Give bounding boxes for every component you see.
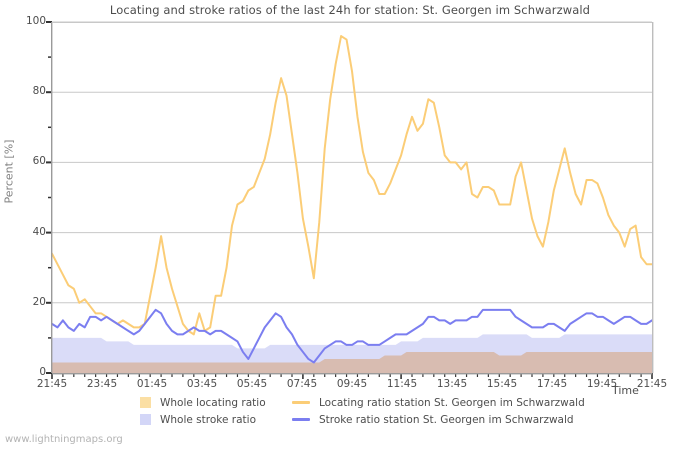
legend-label: Locating ratio station St. Georgen im Sc… [319,396,585,409]
x-tick-label: 05:45 [236,378,268,390]
x-tick-label: 15:45 [486,378,518,390]
x-axis-label: Time [612,384,639,397]
x-tick-label: 11:45 [386,378,418,390]
y-tick-label: 20 [32,295,46,308]
legend-swatch-area [140,397,151,408]
axis-ticks [46,21,653,379]
legend-row: Whole locating ratio Locating ratio stat… [140,394,680,411]
y-tick-label: 60 [32,155,46,168]
legend-swatch-line [292,401,310,404]
legend-label: Whole stroke ratio [160,413,256,426]
watermark: www.lightningmaps.org [5,434,123,445]
chart-title: Locating and stroke ratios of the last 2… [109,3,591,17]
y-axis-line [51,22,53,373]
legend-row: Whole stroke ratio Stroke ratio station … [140,411,680,428]
x-tick-label: 13:45 [436,378,468,390]
y-tick-label: 0 [39,366,46,378]
x-tick-label: 09:45 [336,378,368,390]
data-series [51,35,653,373]
chart-legend: Whole locating ratio Locating ratio stat… [140,394,680,428]
x-tick-label: 23:45 [86,378,118,390]
x-tick-label: 21:45 [636,378,668,390]
x-tick-label: 19:45 [586,378,618,390]
legend-item-whole-stroke-ratio[interactable]: Whole stroke ratio [140,414,292,426]
x-tick-label: 03:45 [186,378,218,390]
x-tick-label: 17:45 [536,378,568,390]
legend-item-locating-ratio-station[interactable]: Locating ratio station St. Georgen im Sc… [292,397,585,409]
y-tick-label: 40 [32,225,46,238]
legend-item-stroke-ratio-station[interactable]: Stroke ratio station St. Georgen im Schw… [292,414,574,426]
legend-item-whole-locating-ratio[interactable]: Whole locating ratio [140,397,292,409]
y-tick-label: 100 [25,15,46,27]
x-tick-label: 21:45 [36,378,68,390]
legend-swatch-area [140,414,151,425]
legend-swatch-line [292,418,310,421]
x-axis-line [52,373,652,375]
legend-label: Whole locating ratio [160,396,266,409]
y-tick-label: 80 [32,85,46,98]
x-tick-label: 07:45 [286,378,318,390]
legend-label: Stroke ratio station St. Georgen im Schw… [319,413,574,426]
plot-top-border [52,22,652,23]
x-tick-label: 01:45 [136,378,168,390]
plot-right-border [652,22,654,373]
